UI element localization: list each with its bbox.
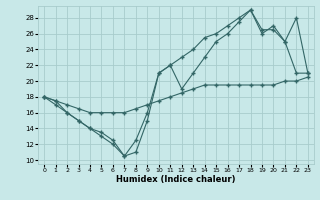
X-axis label: Humidex (Indice chaleur): Humidex (Indice chaleur) [116,175,236,184]
